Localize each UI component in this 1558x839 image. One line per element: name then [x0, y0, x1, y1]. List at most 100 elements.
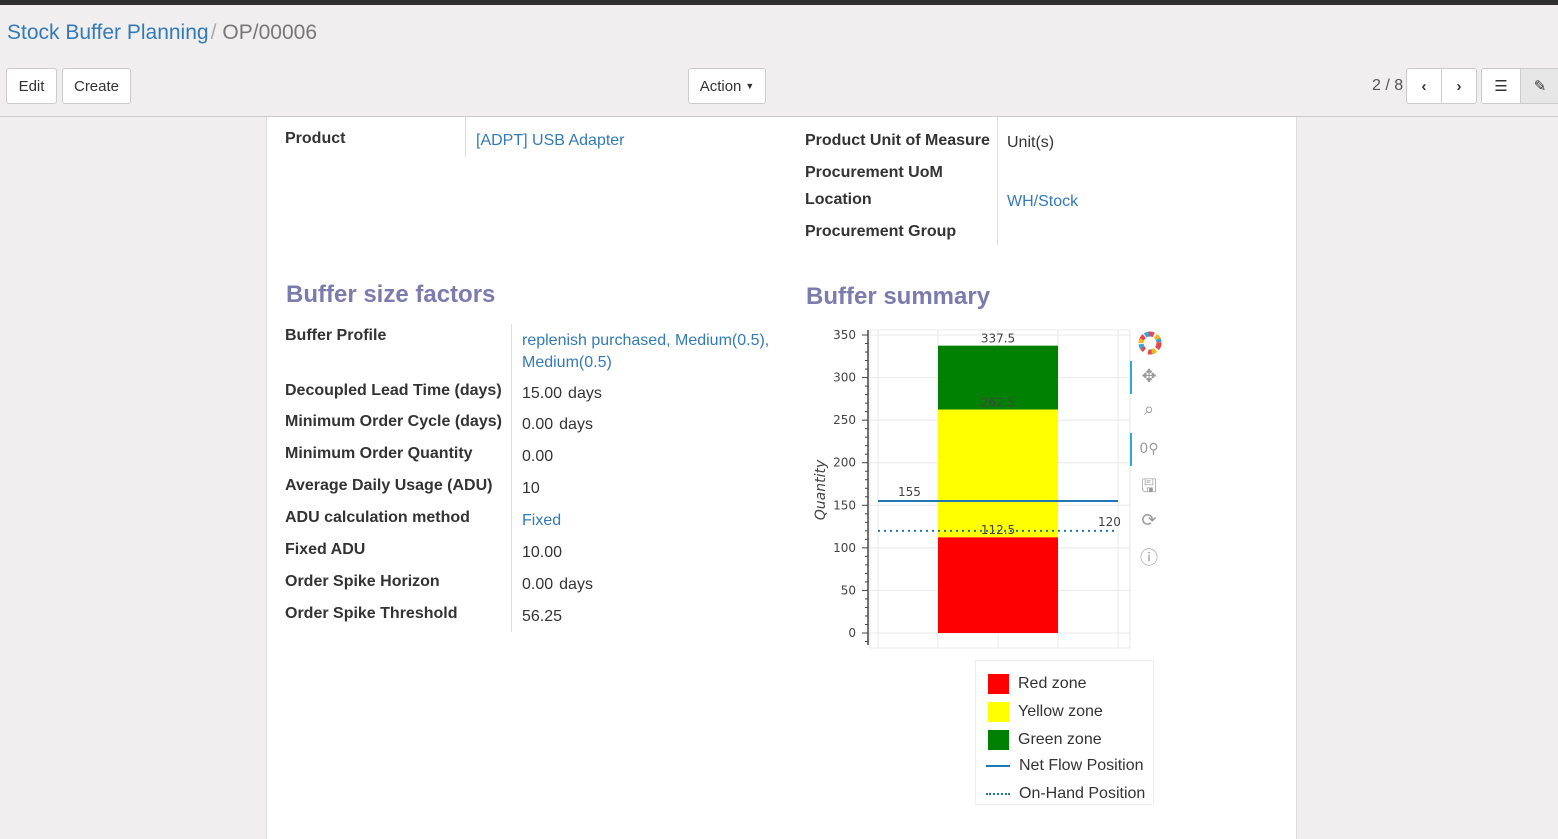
save-icon[interactable]: 🖫: [1141, 476, 1157, 497]
wheel-zoom-icon[interactable]: 0⚲: [1139, 441, 1159, 457]
procurement-uom-label: Procurement UoM: [805, 164, 943, 181]
active-tool-indicator: [1130, 361, 1132, 394]
value-text: 0.00: [522, 576, 554, 593]
value-text: 10: [522, 480, 540, 497]
legend-swatch: [986, 793, 1010, 795]
breadcrumb-current: OP/00006: [222, 21, 317, 44]
legend-item-net-flow: Net Flow Position: [986, 757, 1144, 775]
breadcrumb-parent[interactable]: Stock Buffer Planning: [7, 21, 209, 44]
unit-text: days: [559, 576, 593, 593]
field-label: Order Spike Threshold: [285, 605, 458, 622]
edit-form-icon: ✎: [1533, 78, 1547, 95]
field-value: 0.00 days: [522, 416, 593, 434]
pager-previous-button[interactable]: ‹: [1406, 68, 1442, 104]
buffer-summary-title: Buffer summary: [806, 283, 991, 310]
field-label: Fixed ADU: [285, 541, 366, 558]
field-label: Minimum Order Cycle (days): [285, 413, 502, 430]
bar-segment-1: [938, 409, 1058, 538]
pan-icon[interactable]: ✥: [1141, 366, 1157, 387]
legend-swatch: [988, 674, 1009, 694]
field-label: ADU calculation method: [285, 509, 470, 526]
divider: [511, 324, 512, 632]
breadcrumb: Stock Buffer Planning/OP/00006: [7, 21, 317, 44]
y-tick-label: 250: [833, 413, 856, 427]
product-label: Product: [285, 130, 346, 147]
top-bar: [0, 0, 1558, 5]
field-value: Fixed: [522, 512, 561, 530]
value-text: 15.00: [522, 385, 563, 402]
procurement-group-label: Procurement Group: [805, 223, 957, 240]
y-axis-label: Quantity: [813, 459, 829, 520]
list-view-button[interactable]: ☰: [1481, 68, 1521, 104]
location-label: Location: [805, 191, 872, 208]
y-tick-label: 350: [833, 328, 856, 342]
divider: [465, 117, 466, 157]
divider: [997, 117, 998, 245]
legend-item-green: Green zone: [988, 730, 1102, 750]
value-text[interactable]: Medium(0.5): [522, 354, 612, 371]
create-button[interactable]: Create: [62, 68, 131, 104]
legend-swatch: [988, 730, 1009, 750]
buffer-factors-title: Buffer size factors: [286, 281, 496, 308]
field-label: Average Daily Usage (ADU): [285, 477, 493, 494]
reset-icon[interactable]: ⟳: [1141, 510, 1157, 531]
legend-item-yellow: Yellow zone: [988, 702, 1103, 722]
chevron-right-icon: ›: [1456, 77, 1462, 95]
box-zoom-icon[interactable]: ⌕: [1143, 399, 1155, 420]
legend-item-on-hand: On-Hand Position: [986, 785, 1146, 803]
y-tick-label: 0: [848, 626, 856, 640]
help-icon[interactable]: ⓘ: [1140, 548, 1158, 569]
field-label: Minimum Order Quantity: [285, 445, 473, 462]
bokeh-logo-icon[interactable]: [1138, 331, 1162, 355]
value-text: 10.00: [522, 544, 563, 561]
caret-down-icon: ▼: [745, 81, 755, 91]
uom-value: Unit(s): [1007, 134, 1055, 151]
value-text: 0.00: [522, 448, 554, 465]
value-text: 0.00: [522, 416, 554, 433]
legend-swatch: [988, 702, 1009, 722]
field-value: 10: [522, 480, 540, 498]
pager-next-button[interactable]: ›: [1441, 68, 1477, 104]
control-panel: Stock Buffer Planning/OP/00006 Edit Crea…: [0, 5, 1558, 117]
field-label: Order Spike Horizon: [285, 573, 440, 590]
y-tick-label: 300: [833, 371, 856, 385]
bar-segment-0: [938, 537, 1058, 633]
bar-label: 337.5: [981, 332, 1015, 346]
unit-text: days: [568, 385, 602, 402]
y-tick-label: 200: [833, 456, 856, 470]
form-view-button[interactable]: ✎: [1520, 68, 1558, 104]
field-value: 56.25: [522, 608, 562, 626]
y-tick-label: 50: [841, 583, 856, 597]
action-dropdown[interactable]: Action ▼: [688, 68, 766, 104]
uom-label: Product Unit of Measure: [805, 132, 990, 149]
field-label: Buffer Profile: [285, 327, 387, 344]
value-text: 56.25: [522, 608, 563, 625]
product-link[interactable]: [ADPT] USB Adapter: [476, 132, 625, 149]
field-label: Decoupled Lead Time (days): [285, 382, 502, 399]
pager-value: 2 / 8: [1372, 77, 1404, 94]
active-tool-indicator: [1130, 433, 1132, 466]
edit-button[interactable]: Edit: [6, 68, 57, 104]
y-tick-label: 100: [833, 541, 856, 555]
field-value: 0.00 days: [522, 576, 593, 594]
legend-label: Green zone: [1018, 731, 1102, 748]
legend-swatch: [986, 765, 1010, 767]
legend-label: On-Hand Position: [1019, 785, 1146, 802]
list-icon: ☰: [1494, 78, 1508, 95]
location-link[interactable]: WH/Stock: [1007, 193, 1079, 210]
action-label: Action: [699, 77, 742, 95]
buffer-summary-chart[interactable]: 112.5262.5337.51551200501001502002503003…: [800, 320, 1140, 660]
legend-label: Yellow zone: [1018, 703, 1103, 720]
legend-label: Red zone: [1018, 675, 1087, 692]
chart-legend: Red zone Yellow zone Green zone Net Flow…: [975, 660, 1154, 805]
bar-segment-2: [938, 345, 1058, 410]
unit-text: days: [559, 416, 593, 433]
value-text[interactable]: replenish purchased, Medium(0.5),: [522, 332, 770, 349]
field-value: 15.00 days: [522, 385, 602, 403]
legend-item-red: Red zone: [988, 674, 1087, 694]
line-label: 155: [898, 485, 921, 499]
field-value: 10.00: [522, 544, 562, 562]
legend-label: Net Flow Position: [1019, 757, 1144, 774]
y-tick-label: 150: [833, 498, 856, 512]
value-text[interactable]: Fixed: [522, 512, 562, 529]
